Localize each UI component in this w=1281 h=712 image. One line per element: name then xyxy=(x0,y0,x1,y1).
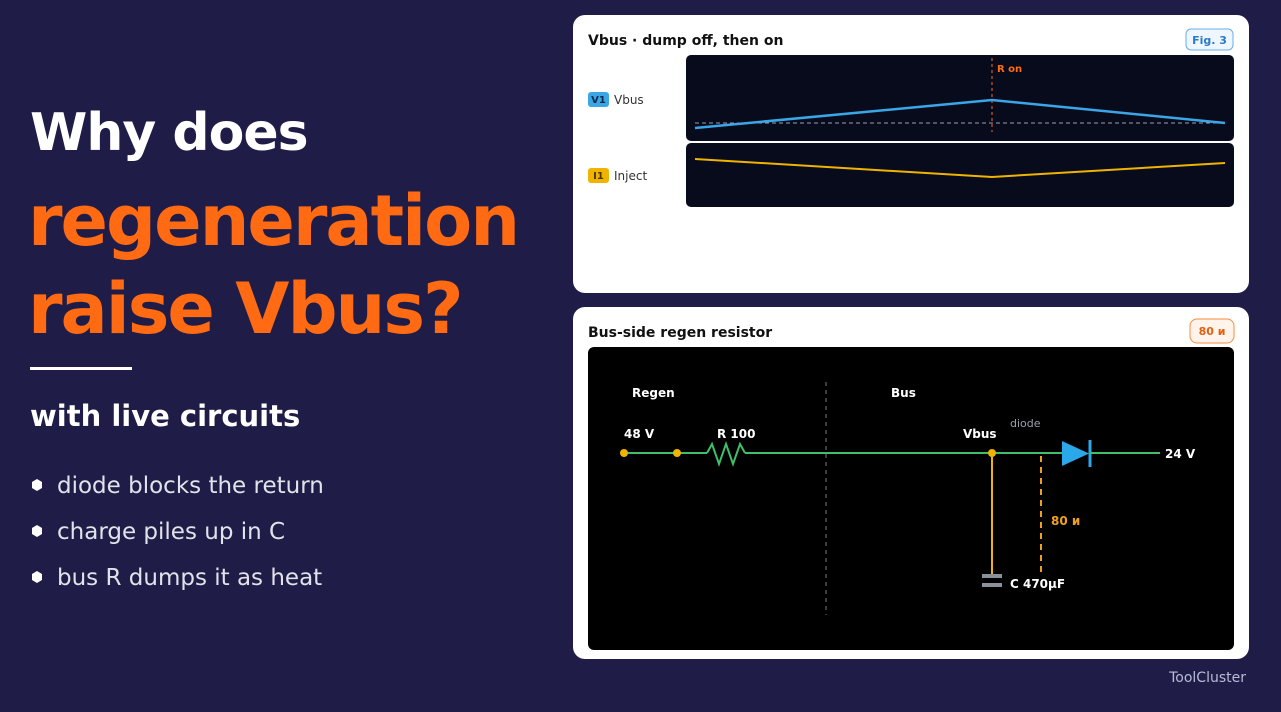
capacitor-plate xyxy=(982,583,1002,587)
subtitle: with live circuits xyxy=(30,399,300,433)
bullet-icon xyxy=(32,479,42,491)
title-highlight: raise Vbus? xyxy=(28,268,462,350)
panel-title: Vbus · dump off, then on xyxy=(588,33,783,49)
title-line: Why does xyxy=(30,103,308,163)
bullet: bus R dumps it as heat xyxy=(57,565,322,591)
channel-tag xyxy=(588,92,609,107)
badge xyxy=(1189,318,1235,344)
channel-label: Inject xyxy=(614,169,647,183)
circuit-label: 48 V xyxy=(624,427,655,441)
channel-label: Vbus xyxy=(614,93,644,107)
circuit-label: 80 и xyxy=(1051,514,1080,528)
circuit-label: diode xyxy=(1010,417,1041,430)
circuit-canvas xyxy=(588,347,1234,650)
badge-text: Fig. 3 xyxy=(1192,34,1227,47)
bullet-icon xyxy=(32,525,42,537)
badge-text: 80 и xyxy=(1199,325,1226,338)
bullet-icon xyxy=(32,571,42,583)
circuit-label: 24 V xyxy=(1165,447,1196,461)
circuit-label: C 470μF xyxy=(1010,577,1065,591)
bullet: charge piles up in C xyxy=(57,519,285,545)
node xyxy=(673,449,681,457)
section-label: Bus xyxy=(891,386,916,400)
resistor xyxy=(706,440,746,468)
inject-trace xyxy=(694,158,1226,179)
section-label: Regen xyxy=(632,386,675,400)
badge xyxy=(1185,28,1234,51)
circuit-label: R 100 xyxy=(717,427,755,441)
footer: ToolCluster xyxy=(1168,670,1246,686)
circuit-label: Vbus xyxy=(963,427,997,441)
title-highlight: regeneration xyxy=(28,180,518,262)
divider xyxy=(30,367,132,370)
capacitor-plate xyxy=(982,574,1002,578)
vbus-trace xyxy=(694,98,1226,130)
marker-label: R on xyxy=(997,64,1022,75)
channel-tag-text: I1 xyxy=(593,171,604,182)
diode xyxy=(1062,441,1089,466)
channel-tag-text: V1 xyxy=(591,95,606,106)
panel-title: Bus-side regen resistor xyxy=(588,325,772,341)
node xyxy=(988,449,996,457)
bullet: diode blocks the return xyxy=(57,473,324,499)
channel-tag xyxy=(588,168,609,183)
scope-trace-area xyxy=(686,55,1234,141)
node xyxy=(620,449,628,457)
